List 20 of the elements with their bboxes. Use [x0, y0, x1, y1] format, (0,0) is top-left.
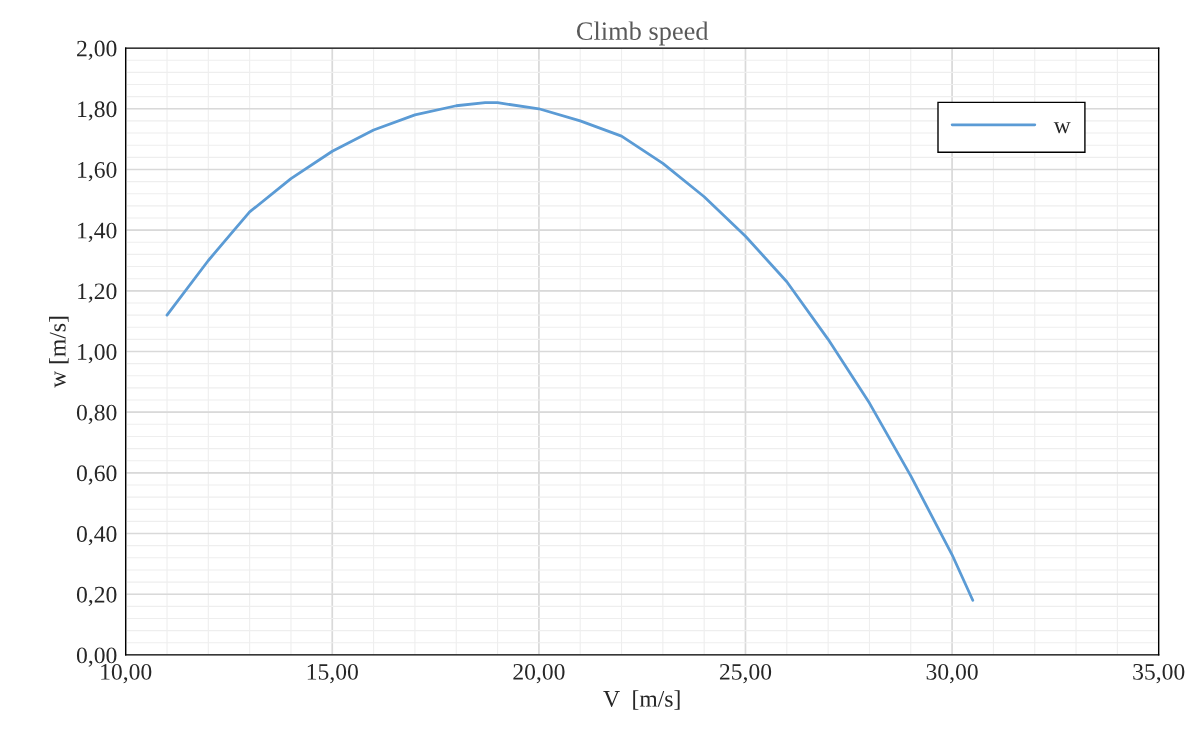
- y-axis-title: w [m/s]: [49, 316, 69, 388]
- y-tick-label: 1,40: [78, 222, 117, 242]
- chart-title: Climb speed: [576, 21, 709, 46]
- x-tick-label: 25,00: [719, 663, 772, 684]
- y-tick-label: 0,40: [76, 526, 117, 546]
- line-series: [165, 101, 975, 602]
- legend-label: w: [1053, 122, 1071, 134]
- y-tick-label: 1,60: [78, 161, 117, 182]
- x-tick-label: 30,00: [926, 663, 978, 684]
- x-axis-title: V [m/s]: [603, 690, 680, 710]
- y-tick-label: 1,00: [78, 343, 117, 364]
- y-tick-label: 0,20: [76, 586, 117, 607]
- y-tick-label: 0,60: [76, 465, 117, 485]
- y-tick-label: 1,80: [78, 101, 117, 121]
- y-tick-label: 0,80: [76, 404, 117, 424]
- x-tick-label: 35,00: [1133, 663, 1185, 684]
- x-tick-label: 15,00: [307, 663, 358, 684]
- y-tick-label: 1,20: [78, 283, 117, 303]
- x-tick-label: 20,00: [513, 663, 565, 684]
- y-tick-label: 2,00: [77, 40, 117, 60]
